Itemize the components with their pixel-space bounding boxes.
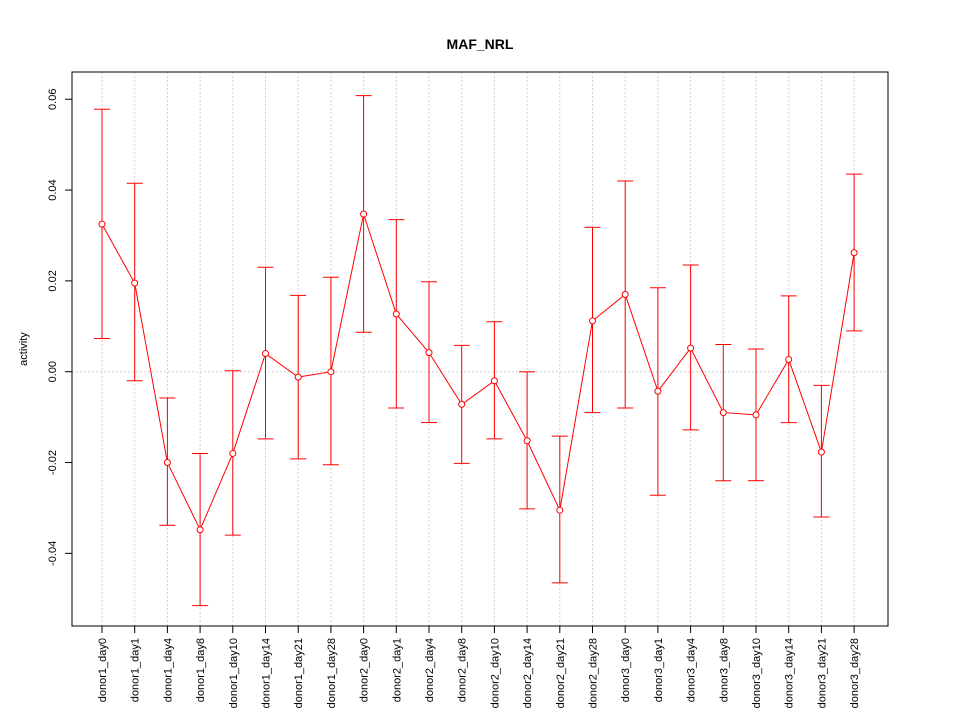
x-tick-label: donor2_day8 (457, 638, 469, 702)
x-tick-label: donor3_day8 (718, 638, 730, 702)
data-point (556, 506, 564, 514)
chart-title: MAF_NRL (447, 36, 514, 52)
error-bars (94, 95, 863, 607)
data-point (294, 373, 302, 381)
data-point (785, 355, 793, 363)
data-point (163, 459, 171, 467)
series-activity (101, 212, 855, 531)
data-point (98, 220, 106, 228)
x-tick-label: donor1_day4 (162, 638, 174, 702)
data-point (392, 310, 400, 318)
data-point (817, 448, 825, 456)
x-tick-label: donor1_day1 (130, 638, 142, 702)
data-point (425, 349, 433, 357)
x-tick-label: donor1_day28 (326, 638, 338, 708)
x-tick-label: donor2_day28 (588, 638, 600, 708)
x-tick-label: donor3_day1 (653, 638, 665, 702)
data-point (327, 368, 335, 376)
x-tick-label: donor2_day4 (424, 638, 436, 702)
data-point (752, 411, 760, 419)
data-point (850, 249, 858, 257)
data-point (621, 291, 629, 299)
x-tick-label: donor3_day21 (816, 638, 828, 708)
plot-frame (71, 71, 889, 627)
y-tick-label: 0.02 (47, 270, 59, 291)
data-point (458, 400, 466, 408)
gridlines (72, 72, 888, 626)
data-point (523, 437, 531, 445)
data-point (360, 210, 368, 218)
y-tick-label: -0.02 (47, 450, 59, 475)
x-tick-label: donor3_day0 (620, 638, 632, 702)
data-point (687, 344, 695, 352)
x-tick-label: donor3_day4 (686, 638, 698, 702)
data-point (229, 449, 237, 457)
x-tick-label: donor1_day10 (228, 638, 240, 708)
data-points (98, 210, 858, 534)
data-point (131, 279, 139, 287)
data-point (262, 350, 269, 358)
x-axis: donor1_day0 donor1_day1 donor1_day4 donor1_… (97, 625, 861, 708)
data-point (654, 387, 662, 395)
x-tick-label: donor2_day21 (555, 638, 567, 708)
x-tick-label: donor3_day10 (751, 638, 763, 708)
data-point (196, 526, 204, 534)
y-tick-label: 0.00 (47, 361, 59, 382)
x-tick-label: donor1_day21 (293, 638, 305, 708)
y-axis-label: activity (18, 332, 30, 366)
data-point (589, 317, 596, 325)
y-tick-label: -0.04 (47, 541, 59, 566)
series-line (101, 212, 855, 531)
y-tick-label: 0.06 (47, 89, 59, 110)
x-tick-label: donor1_day14 (261, 638, 273, 708)
y-tick-label: 0.04 (47, 179, 59, 200)
x-tick-label: donor3_day28 (849, 638, 861, 708)
x-tick-label: donor2_day14 (522, 638, 534, 708)
x-tick-label: donor1_day8 (195, 638, 207, 702)
x-tick-label: donor1_day0 (97, 638, 109, 702)
x-tick-label: donor3_day14 (784, 638, 796, 708)
x-tick-label: donor2_day1 (391, 638, 403, 702)
x-tick-label: donor2_day10 (489, 638, 501, 708)
data-point (490, 377, 498, 385)
y-axis: -0.04 -0.02 0.00 0.02 0.04 0.06 (47, 89, 73, 566)
x-tick-label: donor2_day0 (359, 638, 371, 702)
data-point (719, 409, 727, 417)
